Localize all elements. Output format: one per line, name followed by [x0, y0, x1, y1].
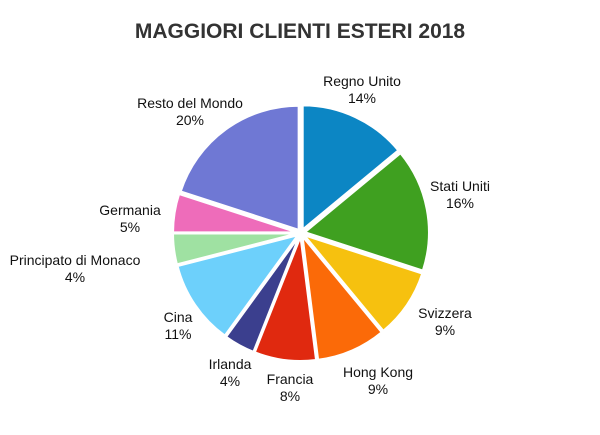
slice-label: Cina 11%	[164, 309, 193, 343]
pie-slice-regno-unito	[301, 104, 400, 232]
slice-label: Regno Unito 14%	[323, 73, 401, 107]
slice-label: Germania 5%	[99, 202, 160, 236]
slice-label: Stati Uniti 16%	[430, 178, 490, 212]
slice-name: Stati Uniti	[430, 178, 490, 194]
slice-percent: 4%	[64, 269, 86, 285]
pie-slice-irlanda	[224, 235, 301, 354]
pie-slice-resto-del-mondo	[179, 104, 300, 232]
slice-name: Francia	[266, 371, 314, 387]
slice-name: Irlanda	[208, 356, 252, 372]
slice-percent: 11%	[164, 326, 192, 342]
slice-percent: 5%	[119, 219, 141, 235]
pie-slice-stati-uniti	[302, 151, 430, 272]
pie-slice-hong-kong	[301, 233, 384, 361]
slice-name: Regno Unito	[323, 73, 401, 89]
slice-percent: 16%	[445, 195, 475, 211]
pie-slice-principato-di-monaco	[172, 232, 298, 266]
pie-slice-germania	[172, 192, 298, 234]
slice-label: Principato di Monaco 4%	[10, 252, 141, 286]
slice-percent: 20%	[175, 112, 205, 128]
chart-title: MAGGIORI CLIENTI ESTERI 2018	[134, 20, 466, 43]
slice-name: Svizzera	[418, 305, 472, 321]
slice-name: Germania	[99, 202, 161, 218]
slice-label: Resto del Mondo 20%	[137, 95, 243, 129]
slice-percent: 14%	[347, 90, 377, 106]
slice-percent: 9%	[434, 322, 456, 338]
pie-slice-cina	[176, 233, 301, 337]
slice-name: Resto del Mondo	[137, 95, 243, 111]
slice-percent: 9%	[367, 381, 389, 397]
slice-name: Cina	[163, 309, 193, 325]
pie-slice-francia	[253, 236, 318, 362]
slice-label: Svizzera 9%	[418, 305, 472, 339]
slice-name: Principato di Monaco	[9, 252, 141, 268]
slice-label: Francia 8%	[267, 371, 314, 405]
slice-percent: 8%	[279, 388, 301, 404]
slice-label: Hong Kong 9%	[343, 364, 413, 398]
slice-percent: 4%	[219, 373, 241, 389]
pie-slice-svizzera	[301, 233, 424, 333]
slice-name: Hong Kong	[342, 364, 414, 380]
slice-label: Irlanda 4%	[209, 356, 252, 390]
